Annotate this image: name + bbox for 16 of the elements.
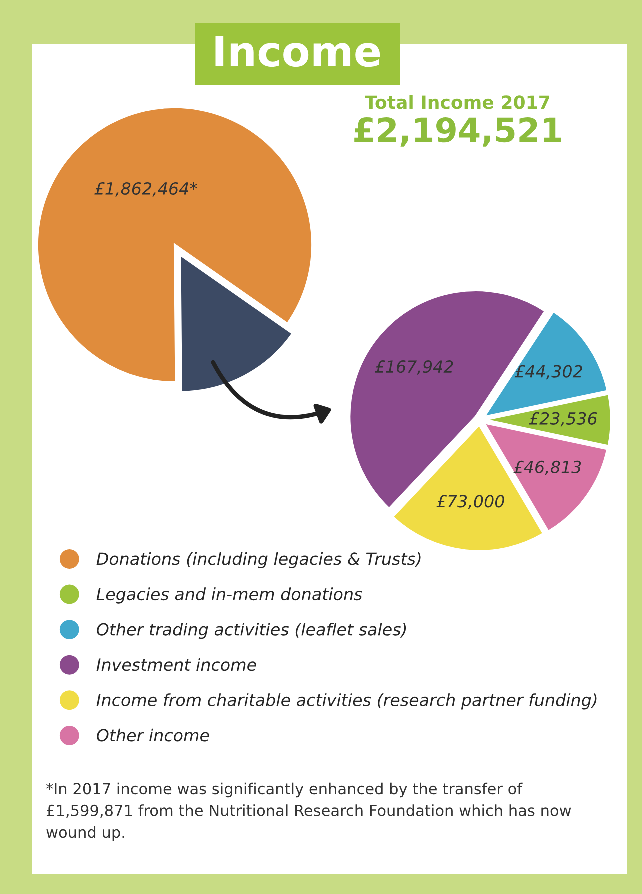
data-label: £1,862,464*	[94, 182, 198, 197]
legend-label: Legacies and in-mem donations	[96, 588, 362, 604]
legend-label: Donations (including legacies & Trusts)	[96, 552, 421, 569]
data-label: £73,000	[436, 495, 504, 510]
legend-label: Investment income	[96, 658, 256, 672]
data-label: £23,536	[529, 412, 598, 427]
data-label: £46,813	[514, 460, 582, 476]
legend-label: Income from charitable activities (research partner funding)	[96, 694, 597, 710]
text: Total Income 2017	[365, 95, 550, 110]
text: *In 2017 income was significantly enhanced by the transfer of £1,599,871 from the Nutritional Research Foundation which has now wound up.	[46, 782, 572, 842]
chart-title: Income	[216, 36, 380, 68]
data-label: £44,302	[514, 365, 582, 380]
legend-label: Other trading activities (leaflet sales)	[97, 622, 406, 640]
legend-label: Other income	[97, 728, 210, 742]
data-label: £167,942	[375, 360, 454, 375]
text: £2,194,521	[354, 117, 562, 147]
